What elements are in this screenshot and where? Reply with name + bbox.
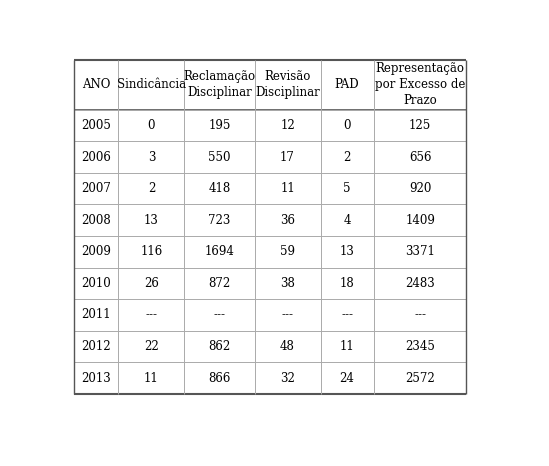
Text: 2345: 2345 [405, 340, 435, 353]
Text: 17: 17 [280, 151, 295, 164]
Text: 862: 862 [208, 340, 231, 353]
Text: 22: 22 [144, 340, 159, 353]
Text: 872: 872 [208, 277, 231, 290]
Text: 2013: 2013 [81, 372, 111, 384]
Text: ANO: ANO [82, 78, 110, 91]
Text: 116: 116 [140, 245, 163, 258]
Text: 11: 11 [340, 340, 355, 353]
Text: 0: 0 [343, 119, 351, 132]
Text: 4: 4 [343, 214, 351, 227]
Text: 656: 656 [409, 151, 432, 164]
Text: ---: --- [214, 308, 226, 322]
Text: 13: 13 [144, 214, 159, 227]
Text: 2005: 2005 [81, 119, 111, 132]
Text: PAD: PAD [335, 78, 360, 91]
Text: 38: 38 [280, 277, 295, 290]
Text: 11: 11 [144, 372, 159, 384]
Text: 26: 26 [144, 277, 159, 290]
Text: 18: 18 [340, 277, 355, 290]
Text: 0: 0 [148, 119, 155, 132]
Text: ---: --- [414, 308, 426, 322]
Text: 418: 418 [208, 182, 231, 195]
Text: Sindicância: Sindicância [117, 78, 186, 91]
Text: 24: 24 [340, 372, 355, 384]
Text: 3371: 3371 [405, 245, 435, 258]
Text: 2572: 2572 [405, 372, 435, 384]
Text: 1694: 1694 [205, 245, 234, 258]
Text: 2: 2 [344, 151, 351, 164]
Text: 2012: 2012 [81, 340, 111, 353]
Text: 195: 195 [208, 119, 231, 132]
Text: 12: 12 [280, 119, 295, 132]
Text: 5: 5 [343, 182, 351, 195]
Text: 48: 48 [280, 340, 295, 353]
Text: 11: 11 [280, 182, 295, 195]
Text: 125: 125 [409, 119, 431, 132]
Text: ---: --- [145, 308, 158, 322]
Text: Revisão
Disciplinar: Revisão Disciplinar [255, 70, 320, 99]
Text: 866: 866 [208, 372, 231, 384]
Text: ---: --- [282, 308, 294, 322]
Text: Representação
por Excesso de
Prazo: Representação por Excesso de Prazo [375, 62, 465, 108]
Text: 723: 723 [208, 214, 231, 227]
Text: 920: 920 [409, 182, 432, 195]
Text: 13: 13 [340, 245, 355, 258]
Text: 2011: 2011 [81, 308, 111, 322]
Text: 36: 36 [280, 214, 295, 227]
Text: 2006: 2006 [81, 151, 111, 164]
Text: 32: 32 [280, 372, 295, 384]
Text: 2008: 2008 [81, 214, 111, 227]
Text: 3: 3 [148, 151, 155, 164]
Text: 59: 59 [280, 245, 295, 258]
Text: 550: 550 [208, 151, 231, 164]
Text: 1409: 1409 [405, 214, 435, 227]
Text: 2009: 2009 [81, 245, 111, 258]
Text: 2007: 2007 [81, 182, 111, 195]
Text: Reclamação
Disciplinar: Reclamação Disciplinar [183, 70, 255, 99]
Text: 2: 2 [148, 182, 155, 195]
Text: 2483: 2483 [405, 277, 435, 290]
Text: 2010: 2010 [81, 277, 111, 290]
Text: ---: --- [341, 308, 353, 322]
